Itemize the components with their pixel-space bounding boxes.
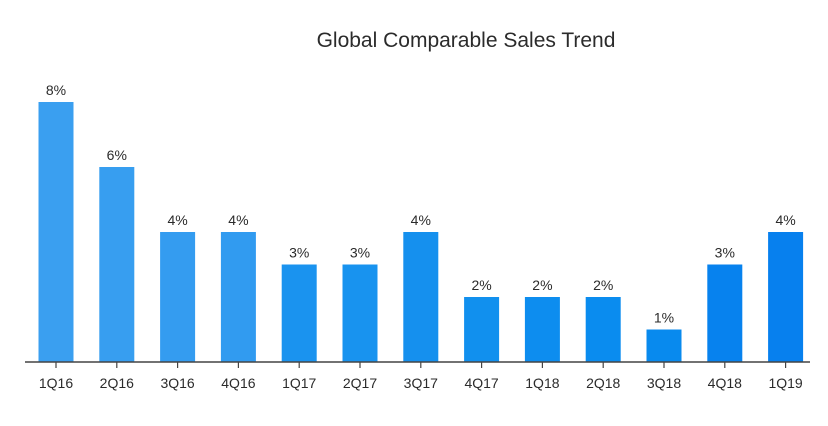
x-tick-label-4q18: 4Q18 xyxy=(708,375,742,391)
data-label-2q16: 6% xyxy=(107,147,127,163)
bar-2q17 xyxy=(342,264,378,362)
data-label-3q16: 4% xyxy=(167,212,187,228)
x-tick-label-2q16: 2Q16 xyxy=(100,375,134,391)
x-tick-label-1q16: 1Q16 xyxy=(39,375,73,391)
bar-3q17 xyxy=(403,232,439,362)
data-label-1q16: 8% xyxy=(46,82,66,98)
x-tick-label-3q16: 3Q16 xyxy=(160,375,194,391)
x-ticks-group xyxy=(55,362,787,368)
bar-4q16 xyxy=(220,232,256,362)
bar-2q16 xyxy=(99,167,135,362)
bars-group xyxy=(38,102,804,362)
data-label-1q17: 3% xyxy=(289,245,309,261)
data-labels-group: 8% 6% 4% 4% 3% 3% 4% 2% 2% 2% 1% 3% 4% xyxy=(46,82,796,326)
x-tick-label-2q18: 2Q18 xyxy=(586,375,620,391)
chart-title: Global Comparable Sales Trend xyxy=(317,29,616,52)
bar-3q18 xyxy=(646,329,682,362)
bar-1q19 xyxy=(768,232,804,362)
data-label-3q17: 4% xyxy=(411,212,431,228)
data-label-4q16: 4% xyxy=(228,212,248,228)
data-label-3q18: 1% xyxy=(654,310,674,326)
bar-2q18 xyxy=(585,297,621,362)
x-tick-label-4q17: 4Q17 xyxy=(464,375,498,391)
x-tick-label-1q18: 1Q18 xyxy=(525,375,559,391)
x-tick-label-3q18: 3Q18 xyxy=(647,375,681,391)
x-tick-label-4q16: 4Q16 xyxy=(221,375,255,391)
data-label-4q18: 3% xyxy=(715,245,735,261)
bar-1q17 xyxy=(281,264,317,362)
bar-4q18 xyxy=(707,264,743,362)
x-tick-label-3q17: 3Q17 xyxy=(404,375,438,391)
x-tick-label-1q19: 1Q19 xyxy=(768,375,802,391)
x-tick-labels-group: 1Q16 2Q16 3Q16 4Q16 1Q17 2Q17 3Q17 4Q17 1Q18 2Q18… xyxy=(39,375,803,391)
bar-1q18 xyxy=(524,297,560,362)
data-label-2q18: 2% xyxy=(593,277,613,293)
data-label-4q17: 2% xyxy=(471,277,491,293)
bar-1q16 xyxy=(38,102,74,362)
data-label-1q19: 4% xyxy=(775,212,795,228)
x-tick-label-1q17: 1Q17 xyxy=(282,375,316,391)
data-label-1q18: 2% xyxy=(532,277,552,293)
bar-4q17 xyxy=(464,297,500,362)
bar-3q16 xyxy=(160,232,196,362)
x-tick-label-2q17: 2Q17 xyxy=(343,375,377,391)
data-label-2q17: 3% xyxy=(350,245,370,261)
